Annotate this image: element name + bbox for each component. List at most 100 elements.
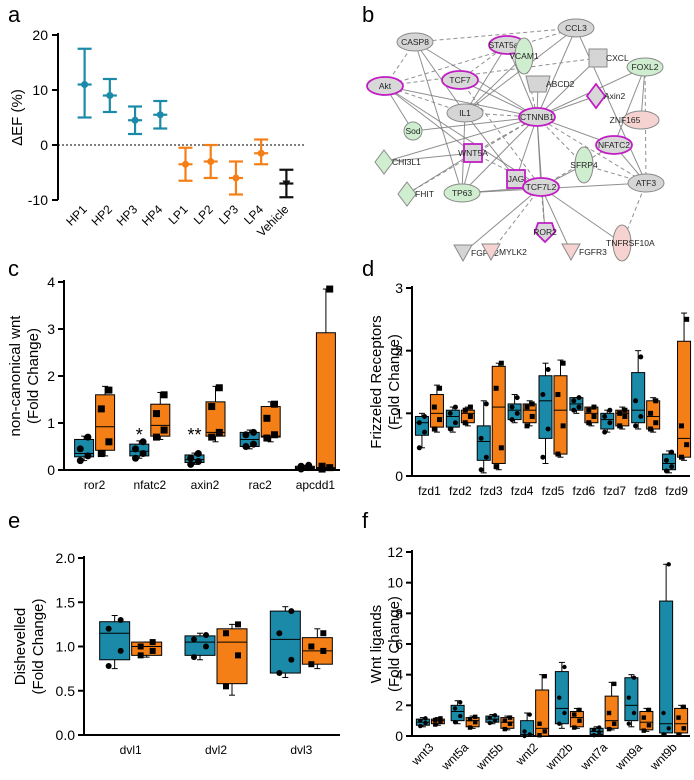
b-node-foxl2	[626, 57, 664, 77]
b-node-tcf7l2	[522, 177, 560, 197]
panel-c-data-point	[318, 462, 326, 470]
panel-e-data-point	[288, 608, 295, 615]
panel-label-d: d	[362, 256, 374, 281]
panel-d-box-fzd1-lp	[429, 394, 444, 428]
panel-c-data-point	[263, 414, 271, 422]
b-edge	[536, 57, 599, 118]
a-mean-marker-lp1	[182, 160, 189, 168]
panel-e-data-point	[105, 662, 112, 669]
panel-e-box-dvl1-lp	[131, 641, 163, 656]
panel-d-data-point	[684, 316, 690, 322]
panel-d-data-point	[514, 410, 520, 416]
panel-d-data-point	[678, 454, 684, 460]
panel-e-box-dvl2-lp	[216, 628, 248, 685]
panel-f-data-point	[473, 720, 478, 725]
b-node-nfatc2	[595, 135, 633, 155]
b-node-jag	[506, 169, 526, 189]
panel-c-data-point	[139, 438, 147, 446]
panel-c-data-point	[271, 431, 278, 439]
panel-c-box-rac2-lp	[260, 406, 281, 438]
panel-d-data-point	[653, 398, 659, 404]
panel-e-data-point	[320, 630, 327, 637]
a-mean-marker-lp3	[232, 174, 240, 182]
panel-f-ytick-label: 8	[395, 605, 403, 621]
panel-c-box-apcdd1-lp	[315, 332, 336, 470]
panel-d-data-point	[467, 404, 473, 410]
panel-e-data-point	[288, 656, 295, 663]
panel-e-data-point	[223, 630, 229, 637]
panel-c-y-axis-label-line1: non-canonical wnt	[7, 315, 24, 437]
b-node-sod	[403, 121, 423, 141]
panel-e-data-point	[308, 643, 315, 650]
panel-e-box-dvl3-hp	[269, 610, 301, 674]
panel-d-data-point	[591, 413, 597, 419]
b-node-label-vcam1: VCAM1	[509, 51, 539, 61]
panel-f-data-point	[492, 713, 498, 718]
panel-d-data-point	[560, 360, 566, 366]
panel-d-category-label-fzd5: fzd5	[542, 484, 565, 498]
b-edge	[583, 164, 647, 184]
panel-f-category-label-wnt9a: wnt9a	[612, 740, 645, 773]
b-node-label-abcd2: ABCD2	[546, 79, 575, 89]
panel-d-data-point	[422, 413, 428, 419]
panel-c-ytick-label: 0	[47, 462, 55, 478]
panel-f-data-point	[542, 674, 547, 679]
panel-c-data-point	[105, 438, 113, 446]
panel-f-data-point	[646, 723, 652, 728]
panel-f-box-wnt2-lp	[535, 689, 550, 737]
panel-d-data-point	[493, 464, 499, 470]
b-node-label-tcf7l2: TCF7L2	[526, 182, 557, 192]
panel-c-data-point	[194, 458, 202, 466]
panel-c-ytick-label: 3	[47, 321, 55, 337]
panel-f-data-point	[641, 715, 646, 720]
panel-e-ytick-label: 0.0	[56, 727, 76, 743]
panel-c-data-point	[187, 454, 195, 462]
panel-f-data-point	[423, 716, 428, 721]
panel-e-data-point	[308, 661, 315, 668]
panel-f-data-point	[591, 733, 597, 738]
panel-c-category-label-ror2: ror2	[84, 478, 106, 492]
b-node-wnt5a	[463, 143, 483, 163]
panel-f-box-wnt5a-lp	[465, 717, 480, 728]
panel-d-data-point	[447, 426, 453, 432]
b-node-tp63	[443, 183, 481, 203]
b-node-label-jag: JAG	[508, 174, 525, 184]
panel-d-category-label-fzd1: fzd1	[418, 484, 441, 498]
panel-d-data-point	[669, 464, 675, 470]
panel-e-data-point	[203, 643, 209, 650]
b-node-label-fhit: FHIT	[415, 189, 434, 199]
panel-f-data-point	[502, 718, 507, 723]
panel-f-data-point	[438, 719, 443, 724]
b-edge	[613, 66, 646, 146]
panel-f-data-point	[433, 722, 438, 727]
panel-d-data-point	[483, 454, 489, 460]
b-edge	[464, 112, 538, 118]
panel-d-data-point	[663, 457, 669, 463]
panel-d-box-fzd9-lp	[677, 340, 692, 458]
panel-f-data-point	[646, 707, 652, 713]
panel-e-data-point	[203, 631, 209, 638]
b-node-fgfr3	[561, 243, 581, 262]
panel-d-data-point	[617, 410, 623, 416]
panel-c-box-ror2-hp	[74, 438, 95, 458]
panel-f-box-wnt2b-hp	[554, 671, 569, 725]
panel-c-data-point	[208, 403, 216, 411]
panel-c-data-point	[97, 405, 105, 413]
b-node-label-znf165: ZNF165	[610, 115, 641, 125]
panel-f-data-point	[572, 712, 577, 717]
panel-d-category-label-fzd4: fzd4	[511, 484, 534, 498]
panel-d-data-point	[555, 392, 561, 398]
b-node-tnfrsf10a	[612, 224, 632, 262]
panel-f-data-point	[522, 729, 527, 734]
panel-f-ytick-label: 2	[395, 697, 403, 713]
panel-d-data-point	[498, 360, 504, 366]
panel-c-data-point	[132, 445, 139, 453]
panel-f-category-label-wnt7a: wnt7a	[577, 740, 610, 773]
panel-d-data-point	[524, 423, 530, 429]
panel-f-box-wnt5b-lp	[500, 717, 515, 729]
panel-d-category-label-fzd7: fzd7	[603, 484, 626, 498]
panel-f-data-point	[676, 715, 681, 720]
panel-d-y-axis-label-line2: (Fold Change)	[386, 334, 403, 430]
b-node-fhit	[397, 181, 417, 207]
b-edge	[472, 116, 538, 154]
